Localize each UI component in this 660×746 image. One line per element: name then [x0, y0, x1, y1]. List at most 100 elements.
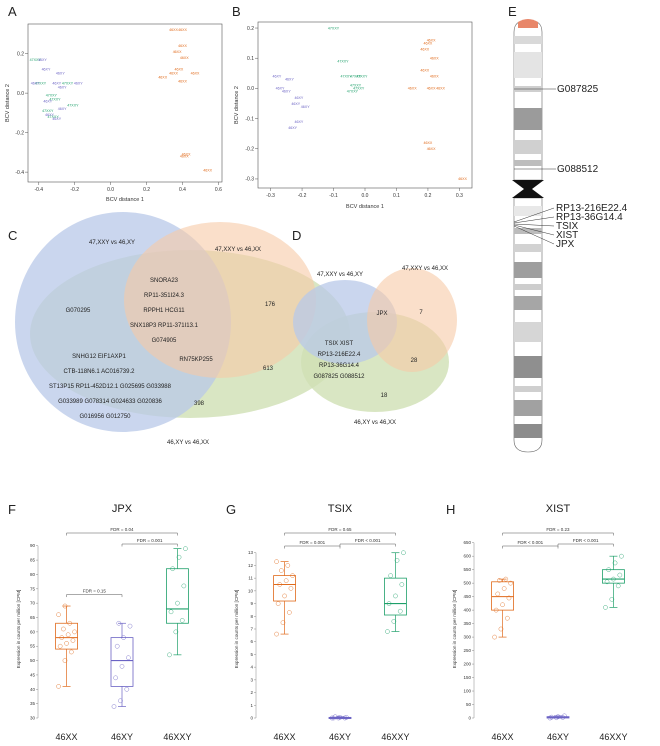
data-point — [279, 568, 284, 573]
chromosome-band — [514, 52, 542, 78]
fdr-label: FDR = 0.001 — [299, 540, 325, 545]
sample-point: 47XXY — [46, 93, 58, 97]
y-tick-label: 0.0 — [17, 91, 24, 97]
venn-region-text: RP11-351I24.3 — [144, 293, 185, 299]
gene-label: XIST — [556, 230, 578, 241]
gene-marker-line — [513, 207, 555, 223]
y-tick-label: 1 — [250, 703, 253, 708]
plot-frame — [27, 23, 223, 183]
sample-point: 46XY — [301, 105, 310, 109]
data-point — [495, 591, 501, 597]
sample-point: 46XY — [52, 82, 61, 86]
data-point — [501, 586, 507, 591]
sample-point: 46XY — [45, 113, 54, 117]
box — [166, 568, 189, 624]
y-tick-label: 350 — [463, 621, 471, 626]
gene-label: RP13-36G14.4 — [556, 212, 623, 223]
venn-region-count: 176 — [265, 302, 276, 308]
venn-diagram-d: 47,XXY vs 46,XY 47,XXY vs 46,XX 46,XY vs… — [293, 266, 457, 426]
data-point — [401, 550, 406, 556]
sample-point: 46XX — [178, 28, 187, 32]
y-tick-label: 35 — [30, 701, 36, 706]
data-point — [617, 572, 623, 578]
x-tick-label: -0.2 — [70, 187, 79, 193]
venn-set-xxy-vs-xx — [124, 222, 316, 378]
mds-plot-a: BCV distance 1 BCV distance 2 -0.4 -0.2 0.… — [5, 23, 223, 203]
venn-set-label: 46,XY vs 46,XX — [167, 440, 209, 446]
sample-point: 46XX — [430, 57, 439, 61]
sample-point: 47XXY — [35, 82, 47, 86]
sample-point: 47XXY — [67, 103, 79, 107]
y-tick-label: 0.1 — [247, 56, 254, 62]
gene-label: RP13-216E22.4 — [556, 203, 628, 214]
sample-point: 46XX — [182, 153, 191, 157]
y-axis-label: BCV distance 2 — [234, 86, 240, 124]
y-tick-label: 10 — [248, 588, 254, 593]
venn-set-label: 47,XXY vs 46,XX — [215, 247, 261, 253]
sample-point: 46XX — [420, 47, 429, 51]
data-point — [619, 553, 624, 559]
x-tick-label: -0.3 — [266, 193, 275, 199]
sample-point: 47XXY — [341, 75, 353, 79]
x-tick-label: -0.1 — [329, 193, 338, 199]
group-label: 46XX — [274, 732, 296, 742]
venn-region-text: SNHG12 EIF1AXP1 — [72, 354, 126, 360]
venn-region-text: G016956 G012750 — [79, 414, 131, 420]
y-tick-label: 0.0 — [247, 86, 254, 92]
fdr-label: FDR = 0.001 — [137, 538, 163, 543]
data-point — [503, 576, 509, 582]
data-point — [62, 658, 68, 663]
chromosome-band — [514, 262, 542, 278]
y-tick-label: 200 — [463, 662, 471, 667]
venn-region-text: TSIX XIST — [325, 341, 354, 347]
chromosome-band — [514, 160, 542, 166]
sample-point: 47XXY — [48, 115, 60, 119]
data-point — [331, 715, 336, 721]
fdr-label: FDR = 0.15 — [83, 589, 107, 594]
boxplot-jpx: JPX Expression in counts per million [CPM… — [16, 503, 191, 742]
venn-diagram-c: 47,XXY vs 46,XY 47,XXY vs 46,XX 46,XY vs… — [15, 212, 350, 446]
chromosome-band — [514, 322, 542, 342]
x-tick-label: 0.2 — [424, 193, 431, 199]
y-tick-label: 75 — [30, 586, 36, 591]
data-point — [57, 643, 63, 649]
x-tick-label: 0.1 — [393, 193, 400, 199]
data-point — [118, 698, 123, 704]
chromosome-band — [514, 244, 542, 252]
data-point — [332, 714, 338, 720]
gene-marker-line — [513, 224, 555, 236]
sample-point: 46XY — [58, 86, 67, 90]
data-point — [609, 596, 615, 602]
sample-point: 46XY — [282, 90, 291, 94]
x-tick-label: 0.0 — [107, 187, 114, 193]
data-point — [113, 675, 118, 681]
data-point — [126, 655, 131, 661]
data-point — [56, 612, 61, 617]
chromosome-band — [514, 356, 542, 378]
sample-point: 47XXY — [49, 97, 61, 101]
chromosome-band — [514, 400, 542, 416]
data-point — [344, 715, 349, 720]
sample-point: 46XX — [173, 50, 182, 54]
chromosome-band — [514, 296, 542, 310]
data-point — [337, 715, 343, 720]
sample-point: 46XY — [43, 99, 52, 103]
data-point — [65, 632, 71, 638]
venn-region-text: SNX18P3 RP11-371I13.1 — [130, 323, 199, 329]
data-point — [114, 643, 120, 649]
venn-region-text: RPPH1 HCG11 — [143, 308, 185, 314]
group-label: 46XXY — [163, 732, 191, 742]
x-tick-label: 0.4 — [179, 187, 186, 193]
y-tick-label: 30 — [30, 716, 36, 721]
y-tick-label: 85 — [30, 558, 36, 563]
y-tick-label: 45 — [30, 672, 36, 677]
data-point — [181, 583, 187, 589]
y-tick-label: 400 — [463, 608, 471, 613]
box — [273, 575, 296, 602]
data-point — [116, 620, 122, 626]
sample-point: 47XXY — [347, 90, 359, 94]
data-point — [173, 629, 179, 635]
panel-label-b: B — [232, 4, 241, 19]
data-point — [119, 663, 125, 669]
y-tick-label: -0.2 — [15, 130, 24, 136]
